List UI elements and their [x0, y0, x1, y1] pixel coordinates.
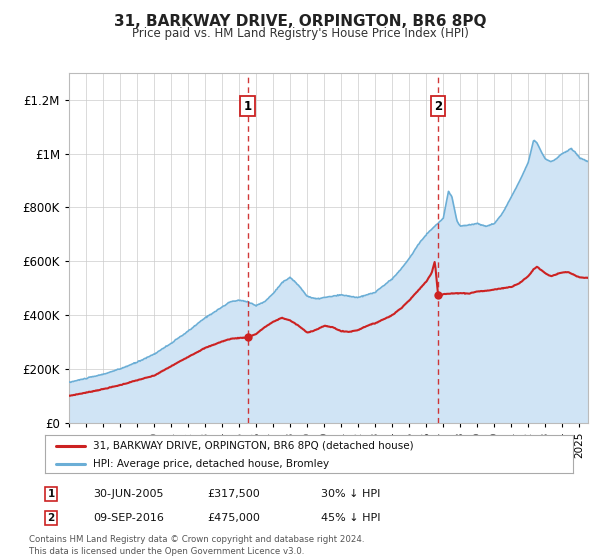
Text: 1: 1 [244, 100, 251, 113]
Text: Price paid vs. HM Land Registry's House Price Index (HPI): Price paid vs. HM Land Registry's House … [131, 27, 469, 40]
Text: 30% ↓ HPI: 30% ↓ HPI [321, 489, 380, 499]
Text: 31, BARKWAY DRIVE, ORPINGTON, BR6 8PQ (detached house): 31, BARKWAY DRIVE, ORPINGTON, BR6 8PQ (d… [92, 441, 413, 451]
Text: 1: 1 [47, 489, 55, 499]
Text: £317,500: £317,500 [207, 489, 260, 499]
Text: 45% ↓ HPI: 45% ↓ HPI [321, 513, 380, 523]
Text: 2: 2 [47, 513, 55, 523]
Text: HPI: Average price, detached house, Bromley: HPI: Average price, detached house, Brom… [92, 459, 329, 469]
Text: 31, BARKWAY DRIVE, ORPINGTON, BR6 8PQ: 31, BARKWAY DRIVE, ORPINGTON, BR6 8PQ [114, 14, 486, 29]
Text: 2: 2 [434, 100, 442, 113]
Text: 09-SEP-2016: 09-SEP-2016 [93, 513, 164, 523]
Text: £475,000: £475,000 [207, 513, 260, 523]
Text: Contains HM Land Registry data © Crown copyright and database right 2024.
This d: Contains HM Land Registry data © Crown c… [29, 535, 364, 556]
Text: 30-JUN-2005: 30-JUN-2005 [93, 489, 163, 499]
